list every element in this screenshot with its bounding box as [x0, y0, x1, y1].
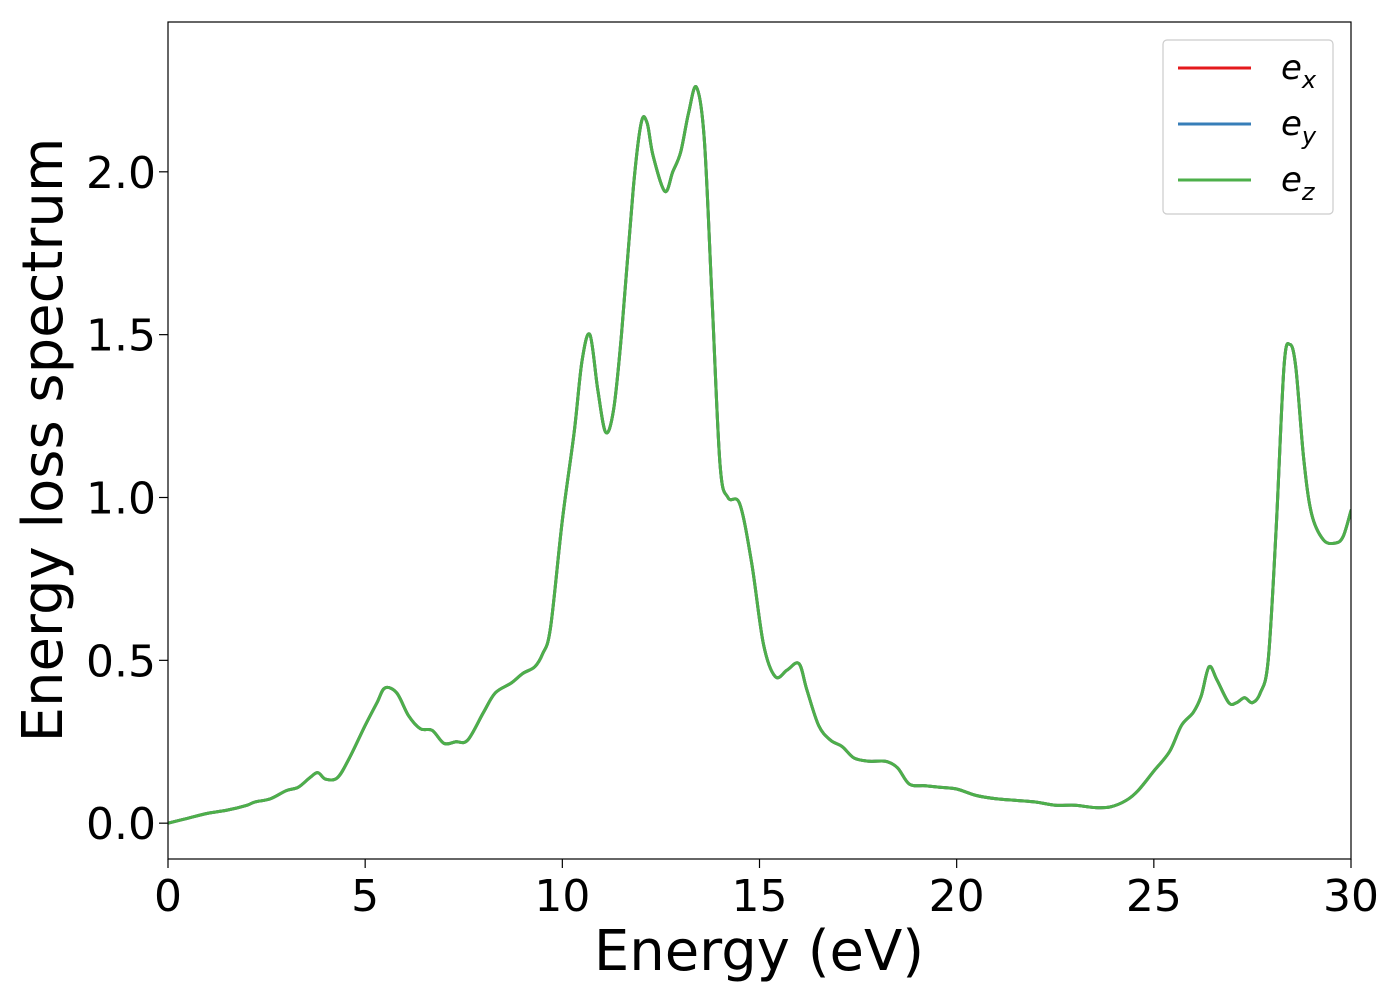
legend-label-x: ex — [1281, 48, 1317, 94]
legend-label-y: ey — [1281, 104, 1317, 150]
x-axis-title: Energy (eV) — [594, 919, 924, 984]
legend: ex ey ez — [1162, 39, 1334, 215]
y-axis-ticks: 0.0 0.5 1.0 1.5 2.0 — [86, 148, 168, 850]
legend-items: ex ey ez — [1178, 48, 1317, 206]
y-tick-label: 1.5 — [86, 311, 156, 362]
x-tick-label: 5 — [351, 871, 379, 922]
x-tick-label: 30 — [1323, 871, 1379, 922]
series-line-z — [168, 85, 1351, 825]
x-tick-label: 0 — [154, 871, 182, 922]
x-tick-label: 25 — [1126, 871, 1182, 922]
legend-frame — [1162, 39, 1334, 215]
series-layer — [168, 85, 1351, 825]
x-axis-ticks: 0 5 10 15 20 25 30 — [154, 859, 1379, 922]
y-tick-label: 1.0 — [86, 473, 156, 524]
y-tick-label: 2.0 — [86, 148, 156, 199]
y-tick-label: 0.5 — [86, 636, 156, 687]
y-tick-label: 0.0 — [86, 799, 156, 850]
legend-label-z: ez — [1281, 160, 1316, 206]
x-tick-label: 10 — [534, 871, 590, 922]
x-tick-label: 20 — [929, 871, 985, 922]
x-tick-label: 15 — [732, 871, 788, 922]
y-axis-title: Energy loss spectrum — [11, 138, 76, 743]
